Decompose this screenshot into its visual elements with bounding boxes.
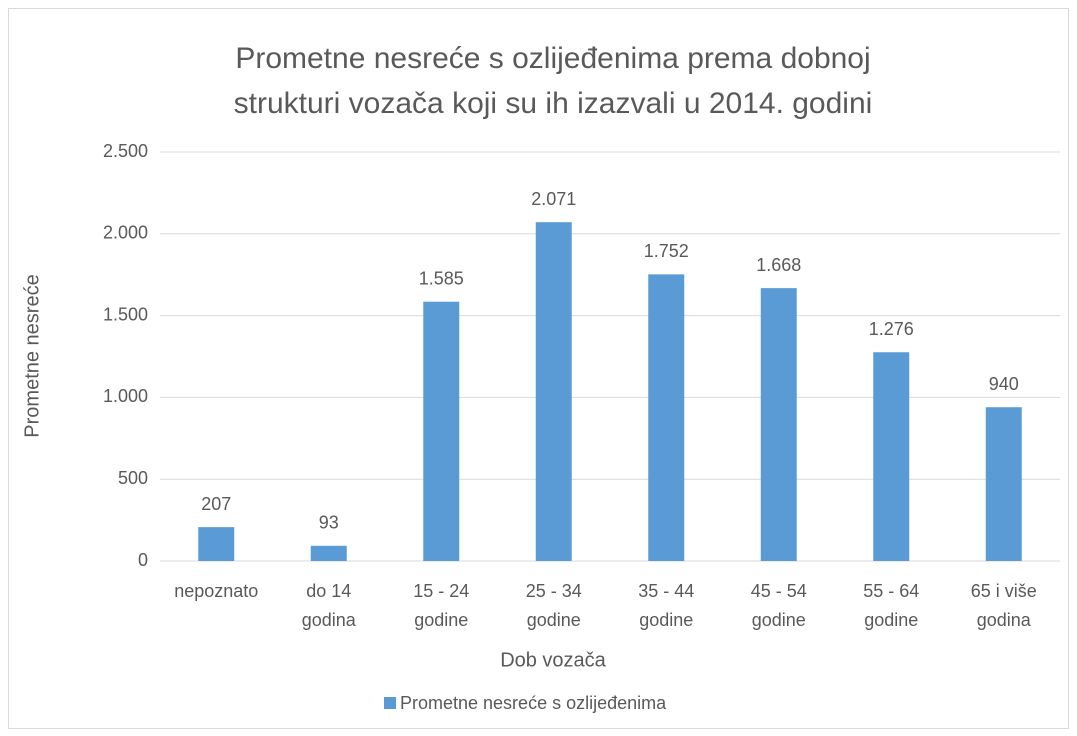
y-tick-label: 500 (118, 468, 148, 488)
bar (873, 352, 910, 561)
y-axis-title: Prometne nesreće (21, 274, 43, 437)
value-label: 1.585 (419, 268, 464, 288)
legend-label: Prometne nesreće s ozlijeđenima (400, 693, 667, 713)
value-label: 940 (989, 374, 1019, 394)
value-label: 1.752 (644, 241, 689, 261)
x-tick-label: nepoznato (174, 581, 258, 601)
y-tick-label: 2.500 (103, 141, 148, 161)
bar (310, 545, 347, 561)
bar (535, 222, 572, 562)
y-tick-label: 1.000 (103, 386, 148, 406)
bar (760, 288, 797, 561)
bar (648, 274, 685, 561)
chart-title: Prometne nesreće s ozlijeđenima prema do… (234, 42, 873, 120)
legend-swatch (384, 697, 396, 709)
value-label: 1.668 (756, 255, 801, 275)
bar (423, 301, 460, 561)
x-tick-label: 35 - 44 godine (638, 581, 694, 630)
x-tick-label: 55 - 64 godine (863, 581, 919, 630)
x-tick-label: do 14 godina (302, 581, 357, 630)
x-tick-label: 15 - 24 godine (413, 581, 469, 630)
x-tick-label: 65 i više godina (971, 581, 1037, 630)
value-label: 93 (319, 513, 339, 533)
bar (198, 527, 235, 561)
y-tick-label: 2.000 (103, 223, 148, 243)
y-tick-label: 1.500 (103, 304, 148, 324)
value-label: 207 (201, 494, 231, 514)
value-label: 1.276 (869, 319, 914, 339)
y-tick-label: 0 (138, 550, 148, 570)
x-tick-label: 25 - 34 godine (526, 581, 582, 630)
bar (985, 407, 1022, 561)
value-label: 2.071 (531, 189, 576, 209)
x-axis-title: Dob vozača (500, 649, 606, 671)
x-tick-label: 45 - 54 godine (751, 581, 807, 630)
